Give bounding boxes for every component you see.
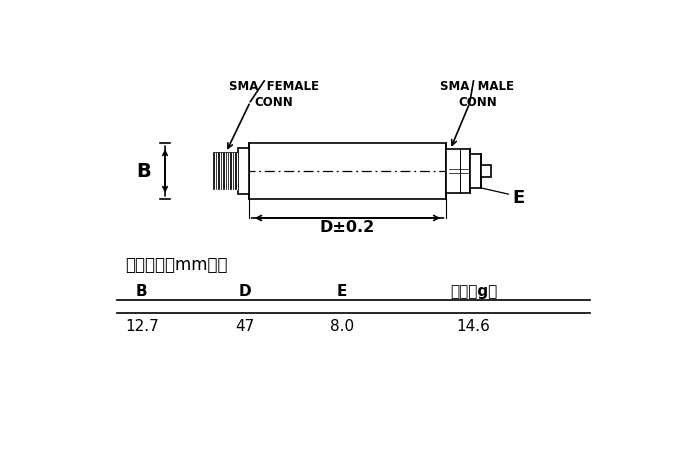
- Text: 重量（g）: 重量（g）: [450, 284, 497, 299]
- Bar: [481, 165, 491, 177]
- Text: B: B: [136, 161, 151, 181]
- Text: SMA  MALE
CONN: SMA MALE CONN: [440, 80, 515, 109]
- Text: D: D: [239, 284, 251, 299]
- Text: SMA  FEMALE
CONN: SMA FEMALE CONN: [228, 80, 319, 109]
- Bar: [447, 150, 470, 193]
- Bar: [470, 154, 481, 188]
- Bar: [238, 148, 249, 194]
- Text: 14.6: 14.6: [457, 319, 491, 334]
- Text: E: E: [336, 284, 347, 299]
- Bar: [249, 144, 447, 199]
- Text: D±0.2: D±0.2: [320, 220, 375, 235]
- Text: 8.0: 8.0: [330, 319, 354, 334]
- Bar: [214, 152, 238, 189]
- Text: 12.7: 12.7: [125, 319, 159, 334]
- Text: 外观尺寸（mm）：: 外观尺寸（mm）：: [125, 256, 227, 274]
- Text: 47: 47: [235, 319, 255, 334]
- Text: E: E: [513, 189, 524, 207]
- Text: B: B: [136, 284, 148, 299]
